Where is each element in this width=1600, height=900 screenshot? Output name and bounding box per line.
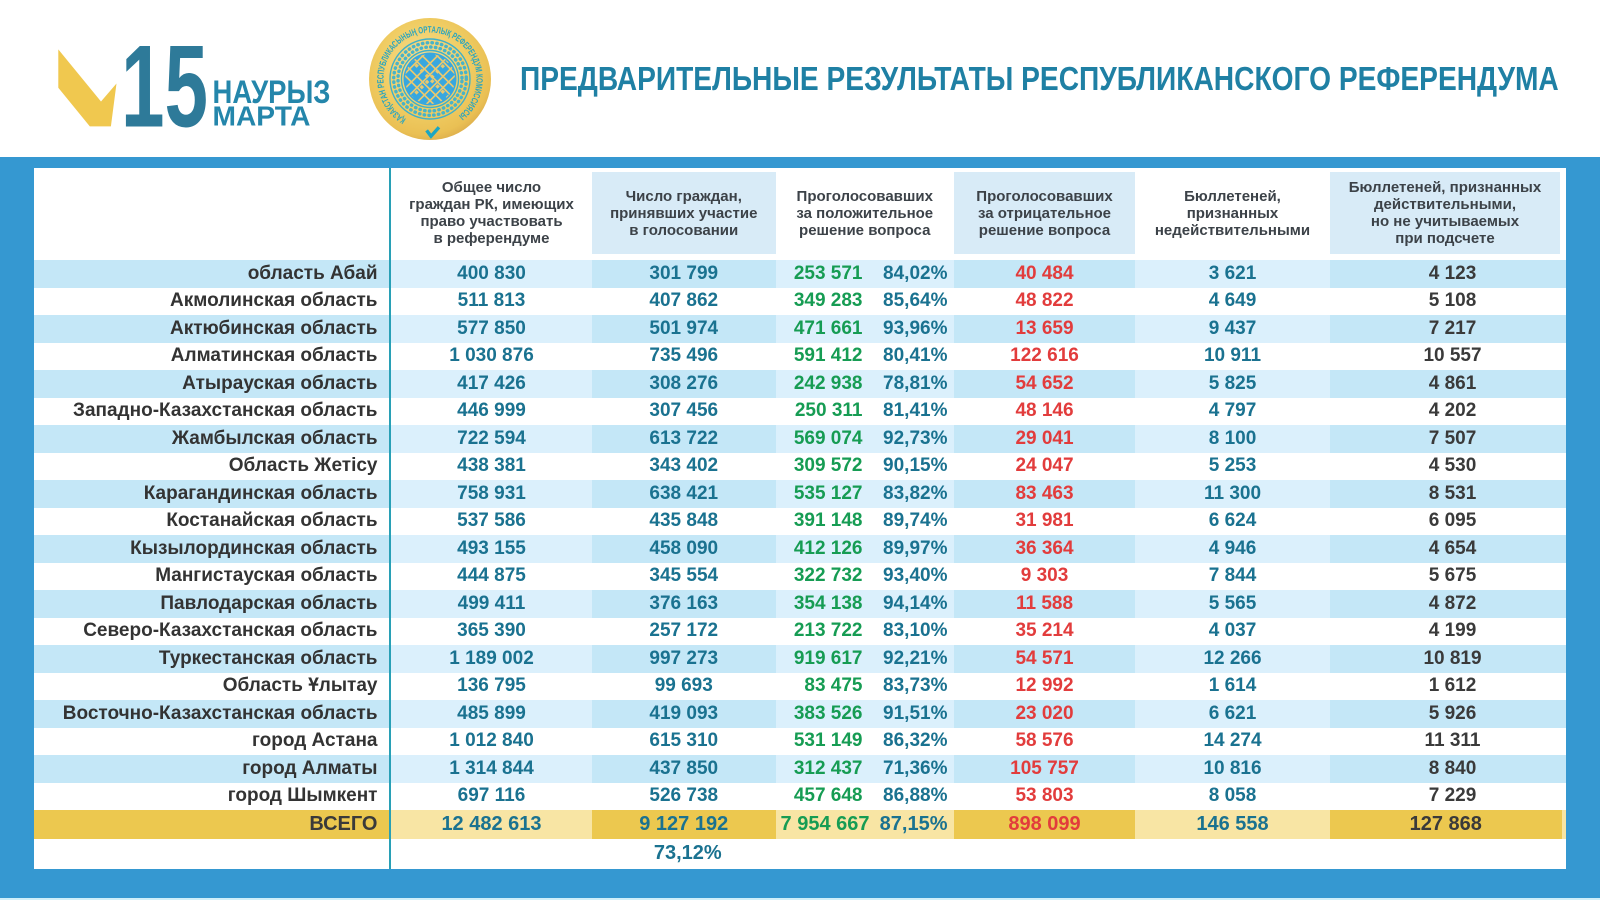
svg-text:НАУРЫЗ: НАУРЫЗ [213,74,331,110]
svg-text:МАРТА: МАРТА [213,101,311,132]
svg-text:15: 15 [121,21,208,152]
